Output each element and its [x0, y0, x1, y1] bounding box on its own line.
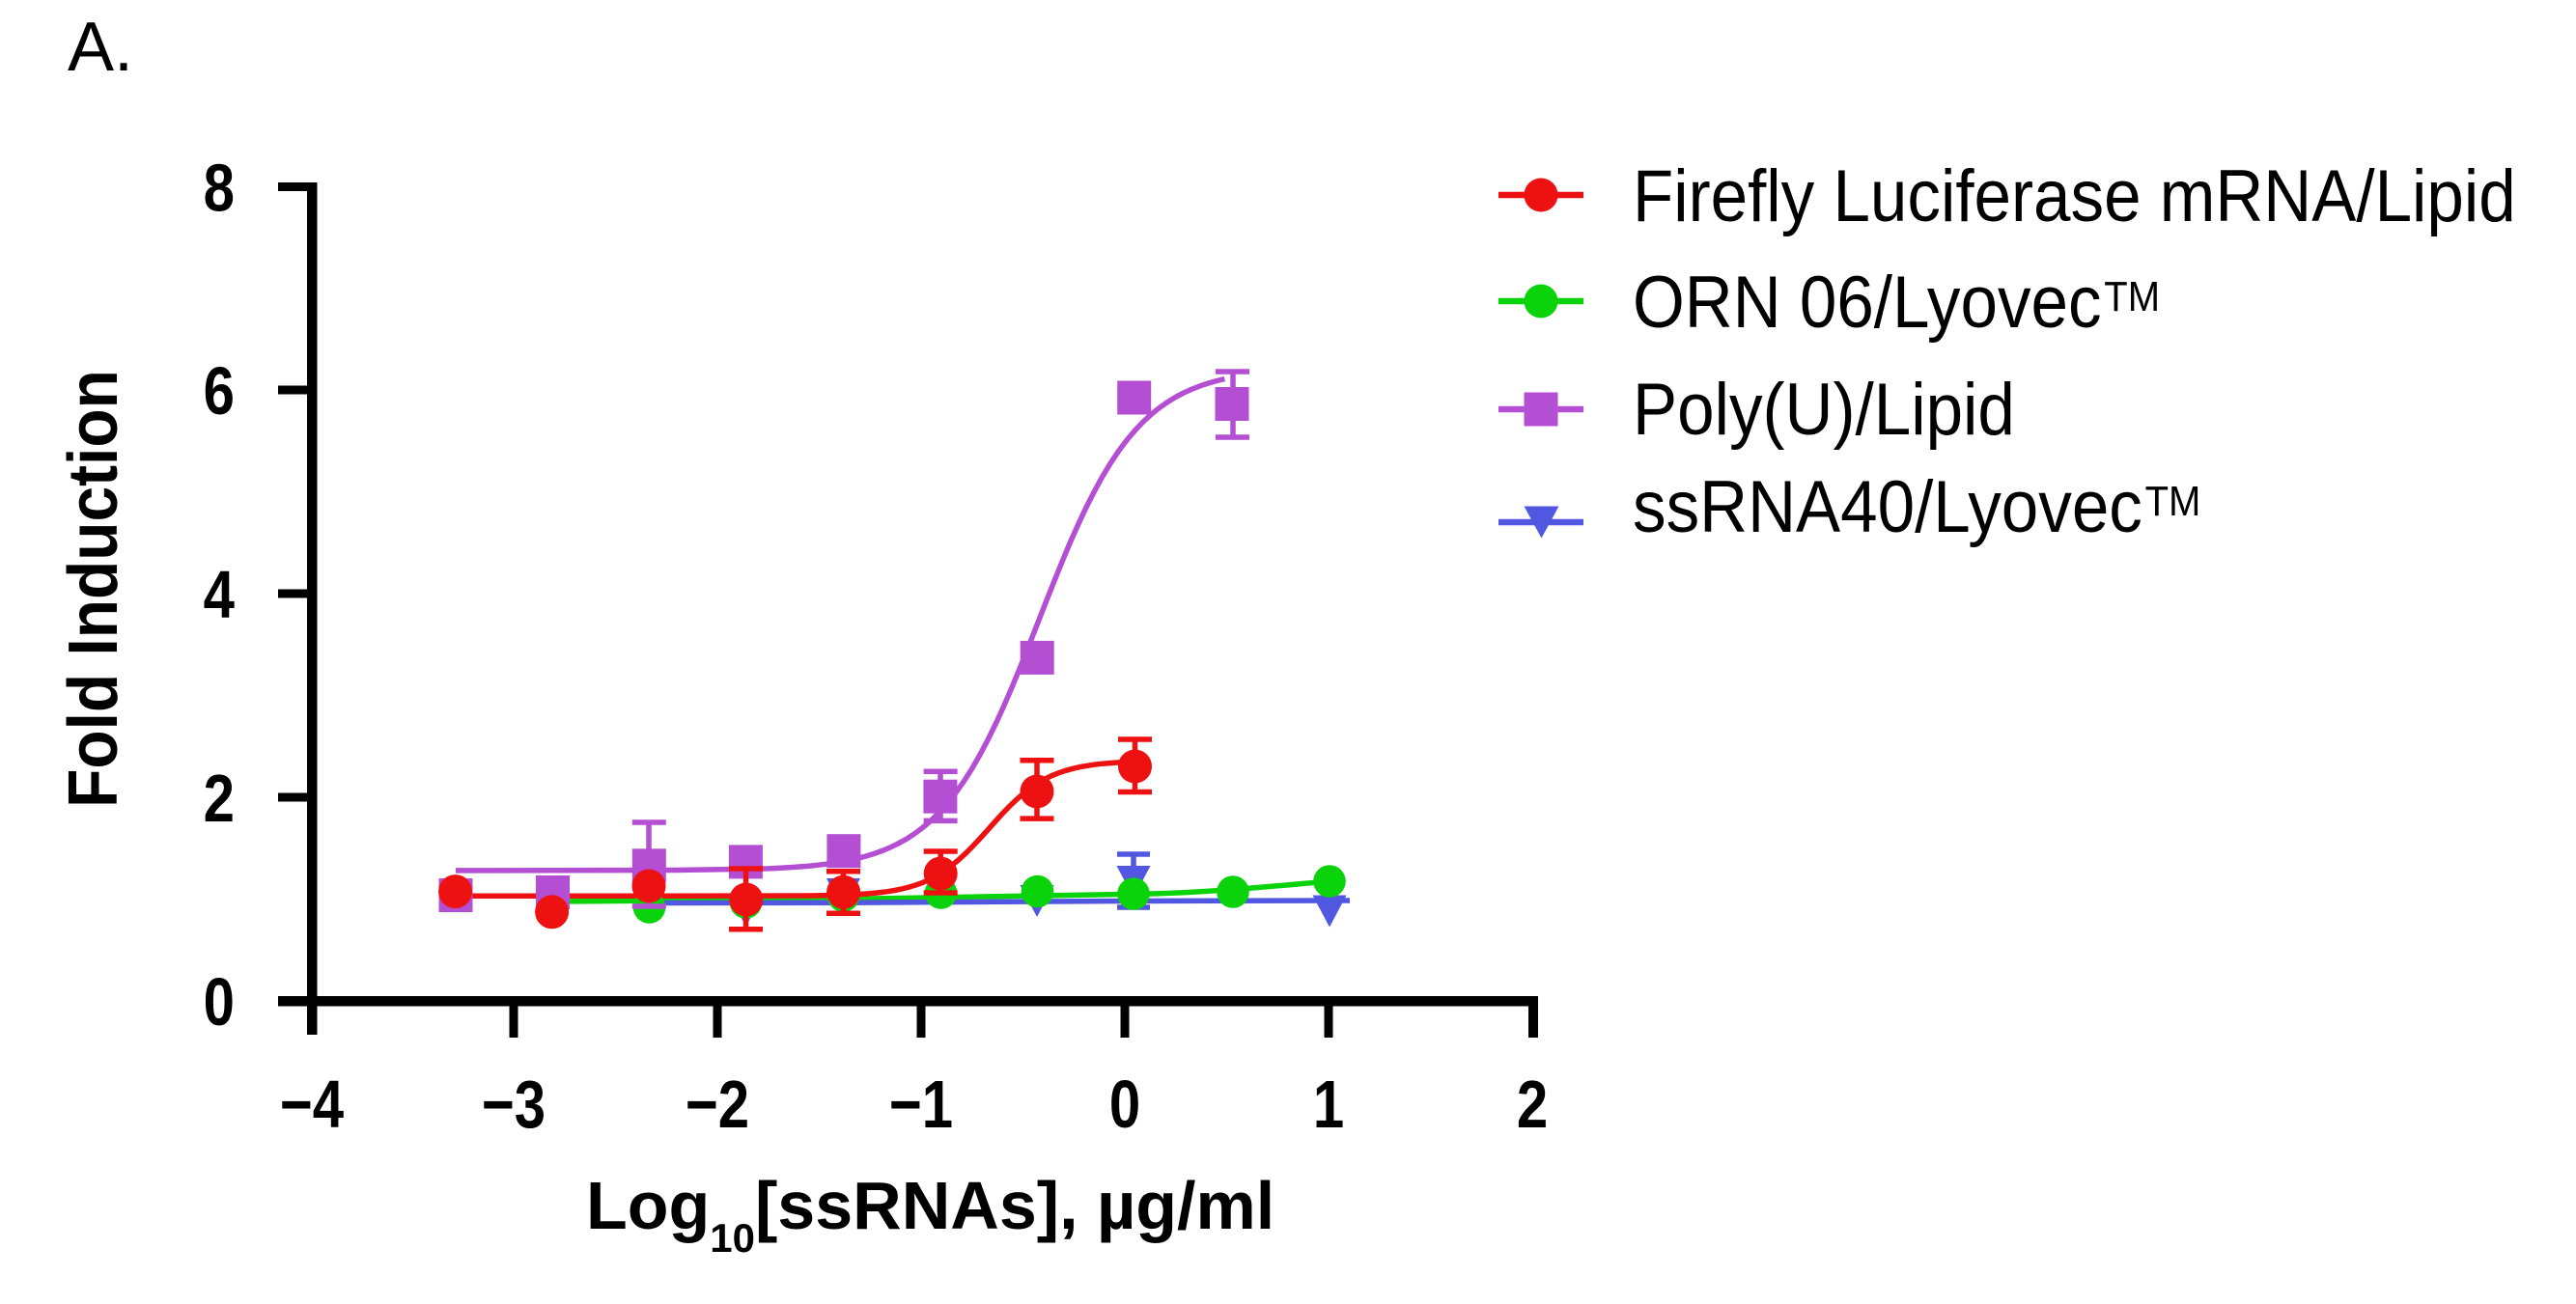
svg-text:Poly(U)/Lipid: Poly(U)/Lipid	[1633, 369, 2015, 451]
svg-text:0: 0	[1109, 1067, 1140, 1142]
svg-text:A.: A.	[68, 9, 133, 86]
svg-text:Fold Induction: Fold Induction	[54, 370, 131, 808]
svg-text:−3: −3	[482, 1067, 546, 1142]
svg-text:1: 1	[1313, 1067, 1344, 1142]
svg-text:2: 2	[1517, 1067, 1548, 1142]
svg-text:ssRNA40/LyovecTM: ssRNA40/LyovecTM	[1633, 466, 2200, 548]
svg-text:4: 4	[204, 557, 236, 632]
svg-text:0: 0	[204, 964, 235, 1040]
svg-text:Firefly Luciferase mRNA/Lipid: Firefly Luciferase mRNA/Lipid	[1633, 155, 2516, 237]
svg-text:2: 2	[204, 761, 235, 836]
svg-text:6: 6	[204, 353, 235, 429]
svg-text:−1: −1	[889, 1067, 953, 1142]
svg-text:8: 8	[204, 150, 235, 225]
svg-text:ORN 06/LyovecTM: ORN 06/LyovecTM	[1633, 262, 2160, 344]
svg-text:−2: −2	[686, 1067, 749, 1142]
svg-text:−4: −4	[280, 1067, 344, 1142]
